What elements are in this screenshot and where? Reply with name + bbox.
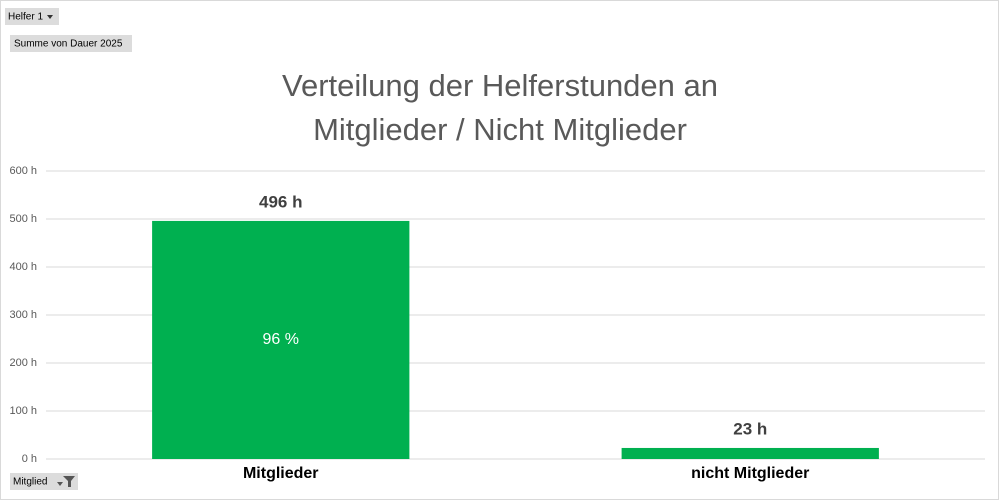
y-tick-label: 600 h: [9, 165, 37, 177]
value-label: 496 h: [259, 192, 302, 211]
y-tick-label: 0 h: [22, 453, 37, 465]
bar: [621, 447, 879, 459]
dropdown-arrow: [47, 15, 53, 19]
bar: [152, 220, 410, 459]
y-tick-label: 400 h: [9, 261, 37, 273]
filter-icon: [57, 476, 75, 487]
filter-label: Helfer 1: [8, 12, 43, 23]
button-bg: [10, 473, 78, 490]
axis-field-label: Mitglied: [13, 477, 47, 488]
button-bg: [5, 8, 59, 25]
bar-annotation: 96 %: [263, 331, 299, 348]
axis-field-button[interactable]: Mitglied: [10, 473, 78, 490]
value-field-button[interactable]: Summe von Dauer 2025: [10, 35, 132, 52]
y-tick-label: 100 h: [9, 405, 37, 417]
value-label: 23 h: [733, 419, 767, 438]
filter-button[interactable]: Helfer 1: [5, 8, 59, 25]
y-tick-label: 500 h: [9, 213, 37, 225]
chart-title: Mitglieder / Nicht Mitglieder: [313, 112, 687, 147]
y-tick-label: 200 h: [9, 357, 37, 369]
x-tick-label: Mitglieder: [243, 465, 319, 482]
button-bg: [10, 35, 132, 52]
y-tick-label: 300 h: [9, 309, 37, 321]
value-field-label: Summe von Dauer 2025: [14, 39, 123, 50]
x-tick-label: nicht Mitglieder: [691, 465, 809, 482]
chart-title: Verteilung der Helferstunden an: [282, 68, 718, 103]
